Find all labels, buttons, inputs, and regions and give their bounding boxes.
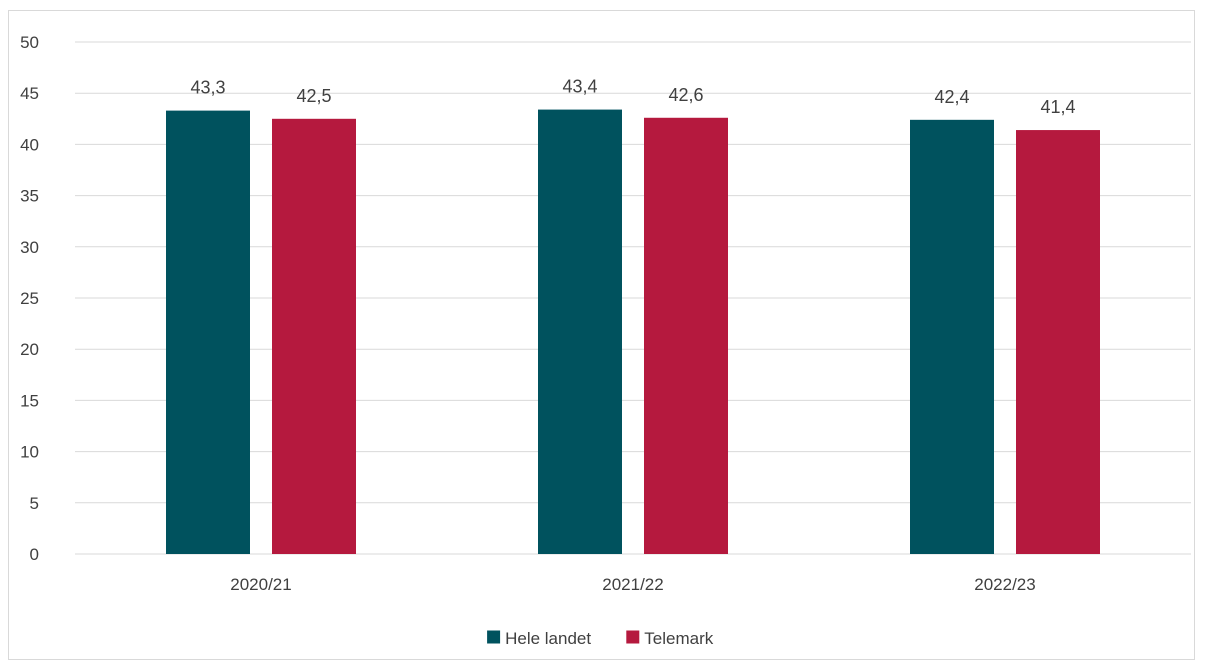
data-label: 42,4 [934, 87, 969, 107]
y-tick-label: 35 [20, 187, 39, 206]
legend-label: Hele landet [505, 629, 591, 648]
y-tick-label: 50 [20, 33, 39, 52]
y-axis-tick-labels: 0 5 10 15 20 25 30 35 40 45 50 [20, 33, 39, 564]
data-label: 42,5 [296, 86, 331, 106]
x-tick-label: 2022/23 [974, 575, 1035, 594]
legend-swatch [626, 630, 640, 644]
y-tick-label: 0 [30, 545, 39, 564]
y-tick-label: 30 [20, 238, 39, 257]
y-tick-label: 15 [20, 391, 39, 410]
y-tick-label: 40 [20, 135, 39, 154]
bar-telemark-2020-21 [272, 118, 356, 555]
y-tick-label: 10 [20, 443, 39, 462]
bar-telemark-2021-22 [644, 117, 728, 554]
legend: Hele landet Telemark [487, 629, 714, 648]
y-tick-label: 25 [20, 289, 39, 308]
legend-label: Telemark [644, 629, 713, 648]
bar-hele-landet-2020-21 [166, 110, 250, 554]
chart-frame: 0 5 10 15 20 25 30 35 40 45 50 43,3 42,5 43,4 42,6 42,… [8, 10, 1195, 660]
bar-telemark-2022-23 [1016, 130, 1100, 554]
y-tick-label: 5 [30, 494, 39, 513]
x-tick-label: 2021/22 [602, 575, 663, 594]
legend-swatch [487, 630, 501, 644]
bar-hele-landet-2021-22 [538, 109, 622, 555]
data-label: 43,3 [190, 78, 225, 98]
legend-item-telemark: Telemark [626, 629, 714, 648]
x-tick-label: 2020/21 [230, 575, 291, 594]
data-label: 41,4 [1040, 97, 1075, 117]
legend-item-hele-landet: Hele landet [487, 629, 591, 648]
data-labels: 43,3 42,5 43,4 42,6 42,4 41,4 [190, 77, 1075, 117]
data-label: 42,6 [668, 85, 703, 105]
y-tick-label: 20 [20, 340, 39, 359]
x-axis-category-labels: 2020/21 2021/22 2022/23 [230, 575, 1035, 594]
data-label: 43,4 [562, 77, 597, 97]
bars [166, 109, 1100, 555]
bar-hele-landet-2022-23 [910, 119, 994, 554]
y-tick-label: 45 [20, 84, 39, 103]
gridlines [75, 41, 1191, 555]
bar-chart: 0 5 10 15 20 25 30 35 40 45 50 43,3 42,5 43,4 42,6 42,… [20, 33, 1191, 648]
